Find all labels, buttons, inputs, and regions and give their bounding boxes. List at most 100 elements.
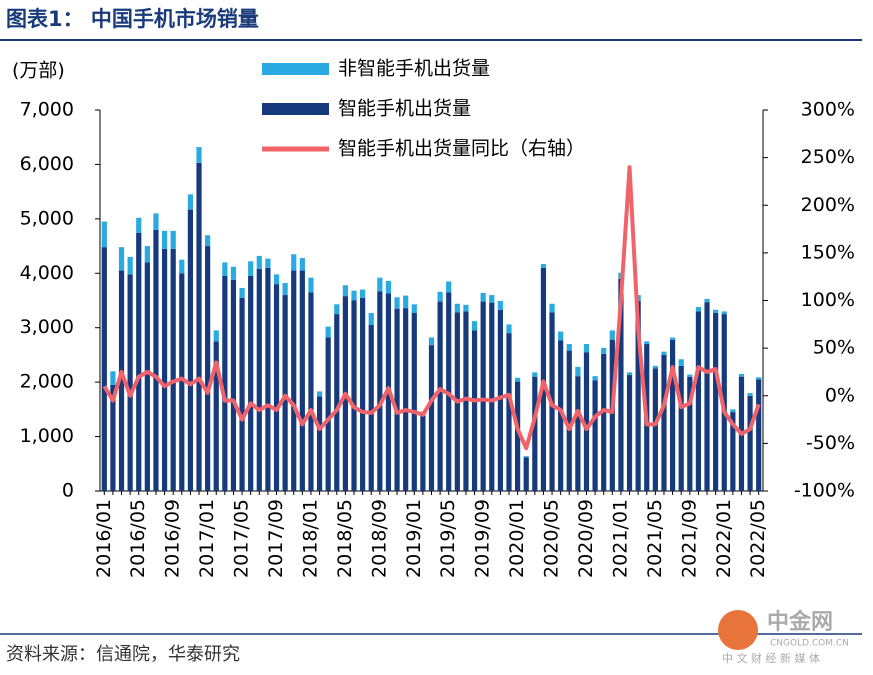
- bar: [687, 374, 693, 377]
- x-tick-label: 2019/09: [472, 499, 494, 578]
- bar: [506, 324, 512, 334]
- bar: [394, 308, 400, 491]
- bar: [635, 301, 641, 491]
- bar: [316, 391, 323, 397]
- bar: [144, 246, 150, 263]
- bar: [170, 230, 176, 249]
- bar: [618, 278, 624, 491]
- bar: [704, 302, 710, 491]
- bar: [136, 233, 142, 491]
- bar: [738, 373, 745, 377]
- bar: [153, 213, 159, 230]
- bar: [420, 415, 426, 491]
- bar: [265, 267, 271, 491]
- bar: [403, 295, 409, 309]
- y2-tick-label: -50%: [806, 432, 855, 454]
- bar: [110, 371, 116, 385]
- y-tick-label: 1,000: [20, 425, 74, 447]
- bar: [463, 311, 469, 491]
- bar: [187, 209, 194, 491]
- bar: [222, 262, 228, 277]
- bar: [575, 376, 581, 491]
- bar: [248, 276, 254, 491]
- bar: [385, 280, 392, 294]
- bar: [661, 351, 667, 355]
- y-tick-label: 5,000: [20, 207, 74, 229]
- bar: [626, 372, 633, 376]
- bar: [403, 308, 409, 491]
- y2-tick-label: 250%: [801, 146, 855, 168]
- watermark: 中金网: [767, 609, 833, 635]
- x-tick-label: 2022/01: [713, 499, 735, 578]
- bar: [308, 277, 314, 293]
- bar: [540, 264, 547, 268]
- x-tick-label: 2017/01: [196, 499, 218, 578]
- bar: [273, 284, 280, 491]
- bar: [609, 339, 615, 491]
- y2-tick-label: 300%: [801, 99, 855, 121]
- bar: [394, 297, 400, 309]
- bar: [489, 302, 495, 491]
- bar: [730, 412, 736, 491]
- watermark-logo: [718, 610, 758, 650]
- bar: [558, 331, 564, 341]
- bar: [695, 307, 702, 312]
- bar: [239, 297, 245, 491]
- bar: [756, 377, 762, 380]
- bar: [497, 301, 503, 310]
- bar: [282, 283, 288, 296]
- bar: [523, 456, 529, 458]
- bar: [101, 221, 107, 248]
- bar: [196, 147, 202, 163]
- bar: [437, 301, 443, 491]
- bar: [205, 246, 211, 491]
- bar: [325, 326, 331, 338]
- bar: [583, 352, 590, 491]
- y-tick-label: 2,000: [20, 371, 74, 393]
- bar: [480, 301, 486, 491]
- bar: [351, 290, 357, 301]
- x-tick-label: 2020/05: [541, 499, 563, 578]
- bar: [179, 259, 185, 274]
- x-tick-label: 2021/01: [609, 499, 631, 578]
- y-tick-label: 4,000: [20, 262, 74, 284]
- bar: [256, 255, 262, 269]
- bar: [687, 376, 693, 491]
- bar: [583, 344, 590, 353]
- bar: [480, 292, 486, 302]
- bar: [196, 162, 202, 491]
- bar: [704, 298, 710, 303]
- y-tick-label: 7,000: [20, 99, 74, 121]
- bar: [170, 248, 176, 491]
- x-tick-label: 2019/05: [437, 499, 459, 578]
- bar: [661, 354, 667, 491]
- bar: [118, 270, 125, 491]
- bar: [566, 350, 572, 491]
- bar: [377, 291, 383, 491]
- bar: [118, 247, 125, 271]
- y-axis-label: (万部): [12, 60, 65, 82]
- bar: [428, 337, 435, 346]
- bar: [713, 313, 719, 491]
- bar: [644, 341, 650, 345]
- x-tick-label: 2017/09: [265, 499, 287, 578]
- y2-tick-label: 50%: [813, 337, 855, 359]
- bar: [566, 344, 572, 351]
- bar: [721, 311, 727, 315]
- bar: [446, 281, 452, 293]
- bar: [342, 285, 348, 297]
- bar: [549, 303, 555, 313]
- x-tick-label: 2021/05: [644, 499, 666, 578]
- source: 资料来源：信通院，华泰研究: [6, 644, 240, 665]
- bar: [532, 372, 538, 377]
- bar: [730, 409, 736, 413]
- bar: [609, 330, 615, 340]
- chart-title: 图表1： 中国手机市场销量: [6, 7, 259, 31]
- bar: [334, 304, 340, 315]
- bar: [411, 304, 417, 314]
- bar: [239, 287, 245, 298]
- bar: [222, 276, 228, 491]
- bar: [299, 270, 305, 491]
- bar: [179, 273, 185, 491]
